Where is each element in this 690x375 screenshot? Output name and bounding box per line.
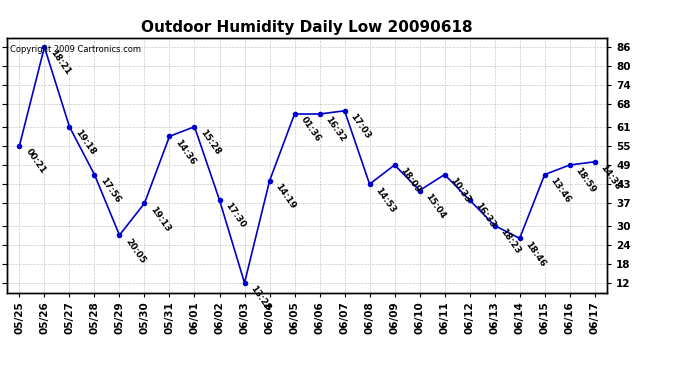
Text: 18:21: 18:21 xyxy=(48,48,72,77)
Text: 15:28: 15:28 xyxy=(199,128,222,157)
Title: Outdoor Humidity Daily Low 20090618: Outdoor Humidity Daily Low 20090618 xyxy=(141,20,473,35)
Text: 14:36: 14:36 xyxy=(174,138,197,166)
Text: 01:36: 01:36 xyxy=(299,116,322,144)
Text: 13:46: 13:46 xyxy=(549,176,573,205)
Text: 19:13: 19:13 xyxy=(148,205,172,233)
Text: 14:53: 14:53 xyxy=(374,186,397,214)
Text: 13:28: 13:28 xyxy=(248,284,273,313)
Text: 19:18: 19:18 xyxy=(74,128,97,157)
Text: 18:46: 18:46 xyxy=(524,240,548,268)
Text: 15:04: 15:04 xyxy=(424,192,448,220)
Text: 14:19: 14:19 xyxy=(274,182,297,211)
Text: 10:33: 10:33 xyxy=(448,176,473,204)
Text: 18:09: 18:09 xyxy=(399,166,422,195)
Text: 16:33: 16:33 xyxy=(474,201,497,230)
Text: 20:05: 20:05 xyxy=(124,237,147,265)
Text: Copyright 2009 Cartronics.com: Copyright 2009 Cartronics.com xyxy=(10,45,141,54)
Text: 00:21: 00:21 xyxy=(23,147,47,176)
Text: 18:59: 18:59 xyxy=(574,166,598,195)
Text: 18:23: 18:23 xyxy=(499,227,522,255)
Text: 17:03: 17:03 xyxy=(348,112,373,141)
Text: 17:30: 17:30 xyxy=(224,201,248,230)
Text: 16:32: 16:32 xyxy=(324,116,348,144)
Text: 14:38: 14:38 xyxy=(599,163,622,192)
Text: 17:56: 17:56 xyxy=(99,176,122,205)
